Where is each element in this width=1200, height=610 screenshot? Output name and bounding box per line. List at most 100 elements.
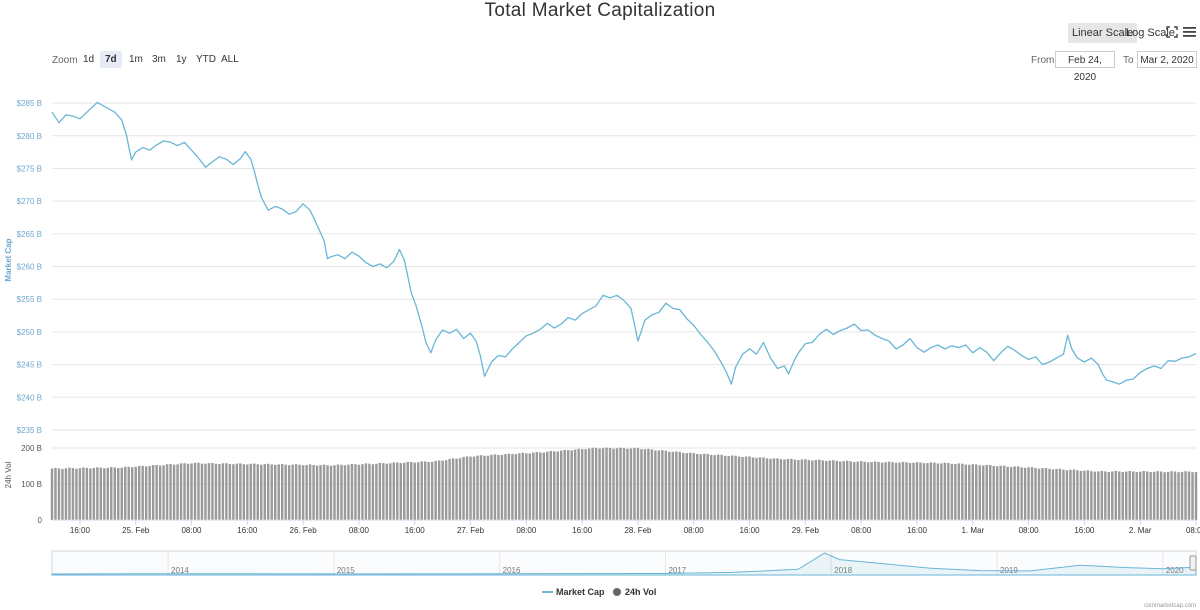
volume-bar: [549, 451, 552, 520]
menu-icon[interactable]: [1183, 25, 1196, 38]
volume-bar: [716, 454, 720, 520]
volume-bar: [528, 453, 532, 520]
volume-bar: [535, 452, 539, 520]
volume-bar: [371, 464, 375, 520]
x-tick-label: 2. Mar: [1129, 526, 1152, 535]
volume-bar: [319, 465, 322, 520]
zoom-all-button[interactable]: ALL: [221, 54, 239, 65]
volume-bar: [870, 462, 873, 520]
volume-bar: [877, 461, 880, 520]
volume-bar: [832, 460, 835, 520]
x-tick-label: 27. Feb: [457, 526, 485, 535]
volume-bar: [654, 450, 657, 520]
from-date-input[interactable]: Feb 24, 2020: [1055, 51, 1115, 83]
zoom-3m-button[interactable]: 3m: [152, 54, 166, 65]
volume-bar: [661, 450, 664, 520]
volume-bar: [807, 460, 811, 520]
volume-bar: [1170, 471, 1173, 520]
volume-bar: [1090, 471, 1093, 520]
volume-bar: [1149, 472, 1152, 520]
volume-bar: [239, 463, 242, 520]
volume-bar: [158, 465, 162, 520]
volume-bar: [776, 458, 779, 520]
volume-bar: [727, 456, 730, 520]
volume-bar: [919, 462, 922, 520]
volume-bar: [315, 465, 319, 520]
volume-bar: [982, 465, 985, 520]
market-cap-series: [51, 101, 1197, 385]
price-tick-label: $245 B: [17, 361, 42, 370]
volume-bar: [891, 462, 894, 520]
volume-bar: [553, 451, 556, 520]
volume-bar: [539, 452, 542, 520]
volume-bar: [413, 462, 416, 520]
volume-bar: [849, 461, 852, 520]
volume-bar: [218, 464, 221, 520]
volume-bar: [1104, 471, 1107, 520]
log-scale-button[interactable]: Log Scale: [1126, 27, 1175, 39]
volume-bar: [172, 464, 176, 520]
volume-bar: [113, 467, 116, 520]
volume-bar: [483, 455, 486, 520]
volume-bar: [1037, 468, 1041, 520]
zoom-ytd-button[interactable]: YTD: [196, 54, 216, 65]
volume-bar: [1173, 471, 1177, 520]
navigator-year-label: 2015: [337, 566, 355, 575]
volume-bar: [410, 462, 413, 520]
price-tick-label: $265 B: [17, 230, 42, 239]
volume-bar: [846, 460, 849, 520]
volume-bar: [643, 449, 647, 520]
volume-bar: [106, 467, 110, 520]
volume-bar: [859, 461, 863, 520]
zoom-1d-button[interactable]: 1d: [83, 54, 95, 65]
volume-bar: [423, 461, 427, 520]
x-tick-label: 08:00: [516, 526, 537, 535]
volume-bar: [403, 462, 406, 520]
volume-bar: [1180, 471, 1184, 520]
volume-bar: [96, 467, 99, 520]
volume-bar: [1166, 471, 1170, 520]
volume-bar: [926, 463, 929, 520]
navigator-year-label: 2014: [171, 566, 189, 575]
volume-bar: [155, 465, 158, 520]
volume-bar: [103, 468, 106, 520]
volume-bar: [134, 466, 137, 520]
volume-bar: [200, 463, 204, 520]
volume-bar: [190, 463, 193, 520]
volume-bar: [912, 462, 915, 520]
volume-bar: [1177, 472, 1180, 520]
volume-bar: [978, 465, 981, 520]
volume-bar: [343, 465, 347, 520]
price-tick-label: $280 B: [17, 132, 42, 141]
volume-bar: [964, 464, 968, 520]
volume-bar: [1138, 471, 1142, 520]
volume-bar: [905, 462, 908, 520]
volume-bar: [378, 462, 382, 520]
volume-bar: [1142, 471, 1145, 520]
volume-bar: [1184, 471, 1187, 520]
volume-bar: [162, 465, 165, 520]
volume-bar: [703, 453, 706, 520]
zoom-1y-button[interactable]: 1y: [176, 54, 187, 65]
volume-bar: [765, 458, 769, 520]
linear-scale-button[interactable]: Linear Scale: [1068, 23, 1138, 43]
volume-bar: [176, 464, 179, 520]
volume-bar: [734, 455, 737, 520]
to-date-input[interactable]: Mar 2, 2020: [1137, 51, 1197, 68]
volume-bar: [1128, 471, 1131, 520]
to-label: To: [1123, 55, 1134, 66]
price-tick-label: $275 B: [17, 164, 42, 173]
zoom-1m-button[interactable]: 1m: [129, 54, 143, 65]
zoom-7d-button[interactable]: 7d: [100, 51, 122, 68]
volume-bar: [619, 447, 622, 520]
price-tick-label: $255 B: [17, 295, 42, 304]
volume-bar: [71, 468, 75, 520]
fullscreen-icon[interactable]: [1166, 26, 1178, 38]
volume-bar: [908, 463, 912, 520]
x-tick-label: 25. Feb: [122, 526, 150, 535]
volume-bar: [1055, 468, 1058, 520]
volume-bar: [856, 461, 859, 520]
volume-bar: [758, 457, 762, 520]
price-tick-label: $250 B: [17, 328, 42, 337]
volume-bar: [186, 463, 190, 520]
